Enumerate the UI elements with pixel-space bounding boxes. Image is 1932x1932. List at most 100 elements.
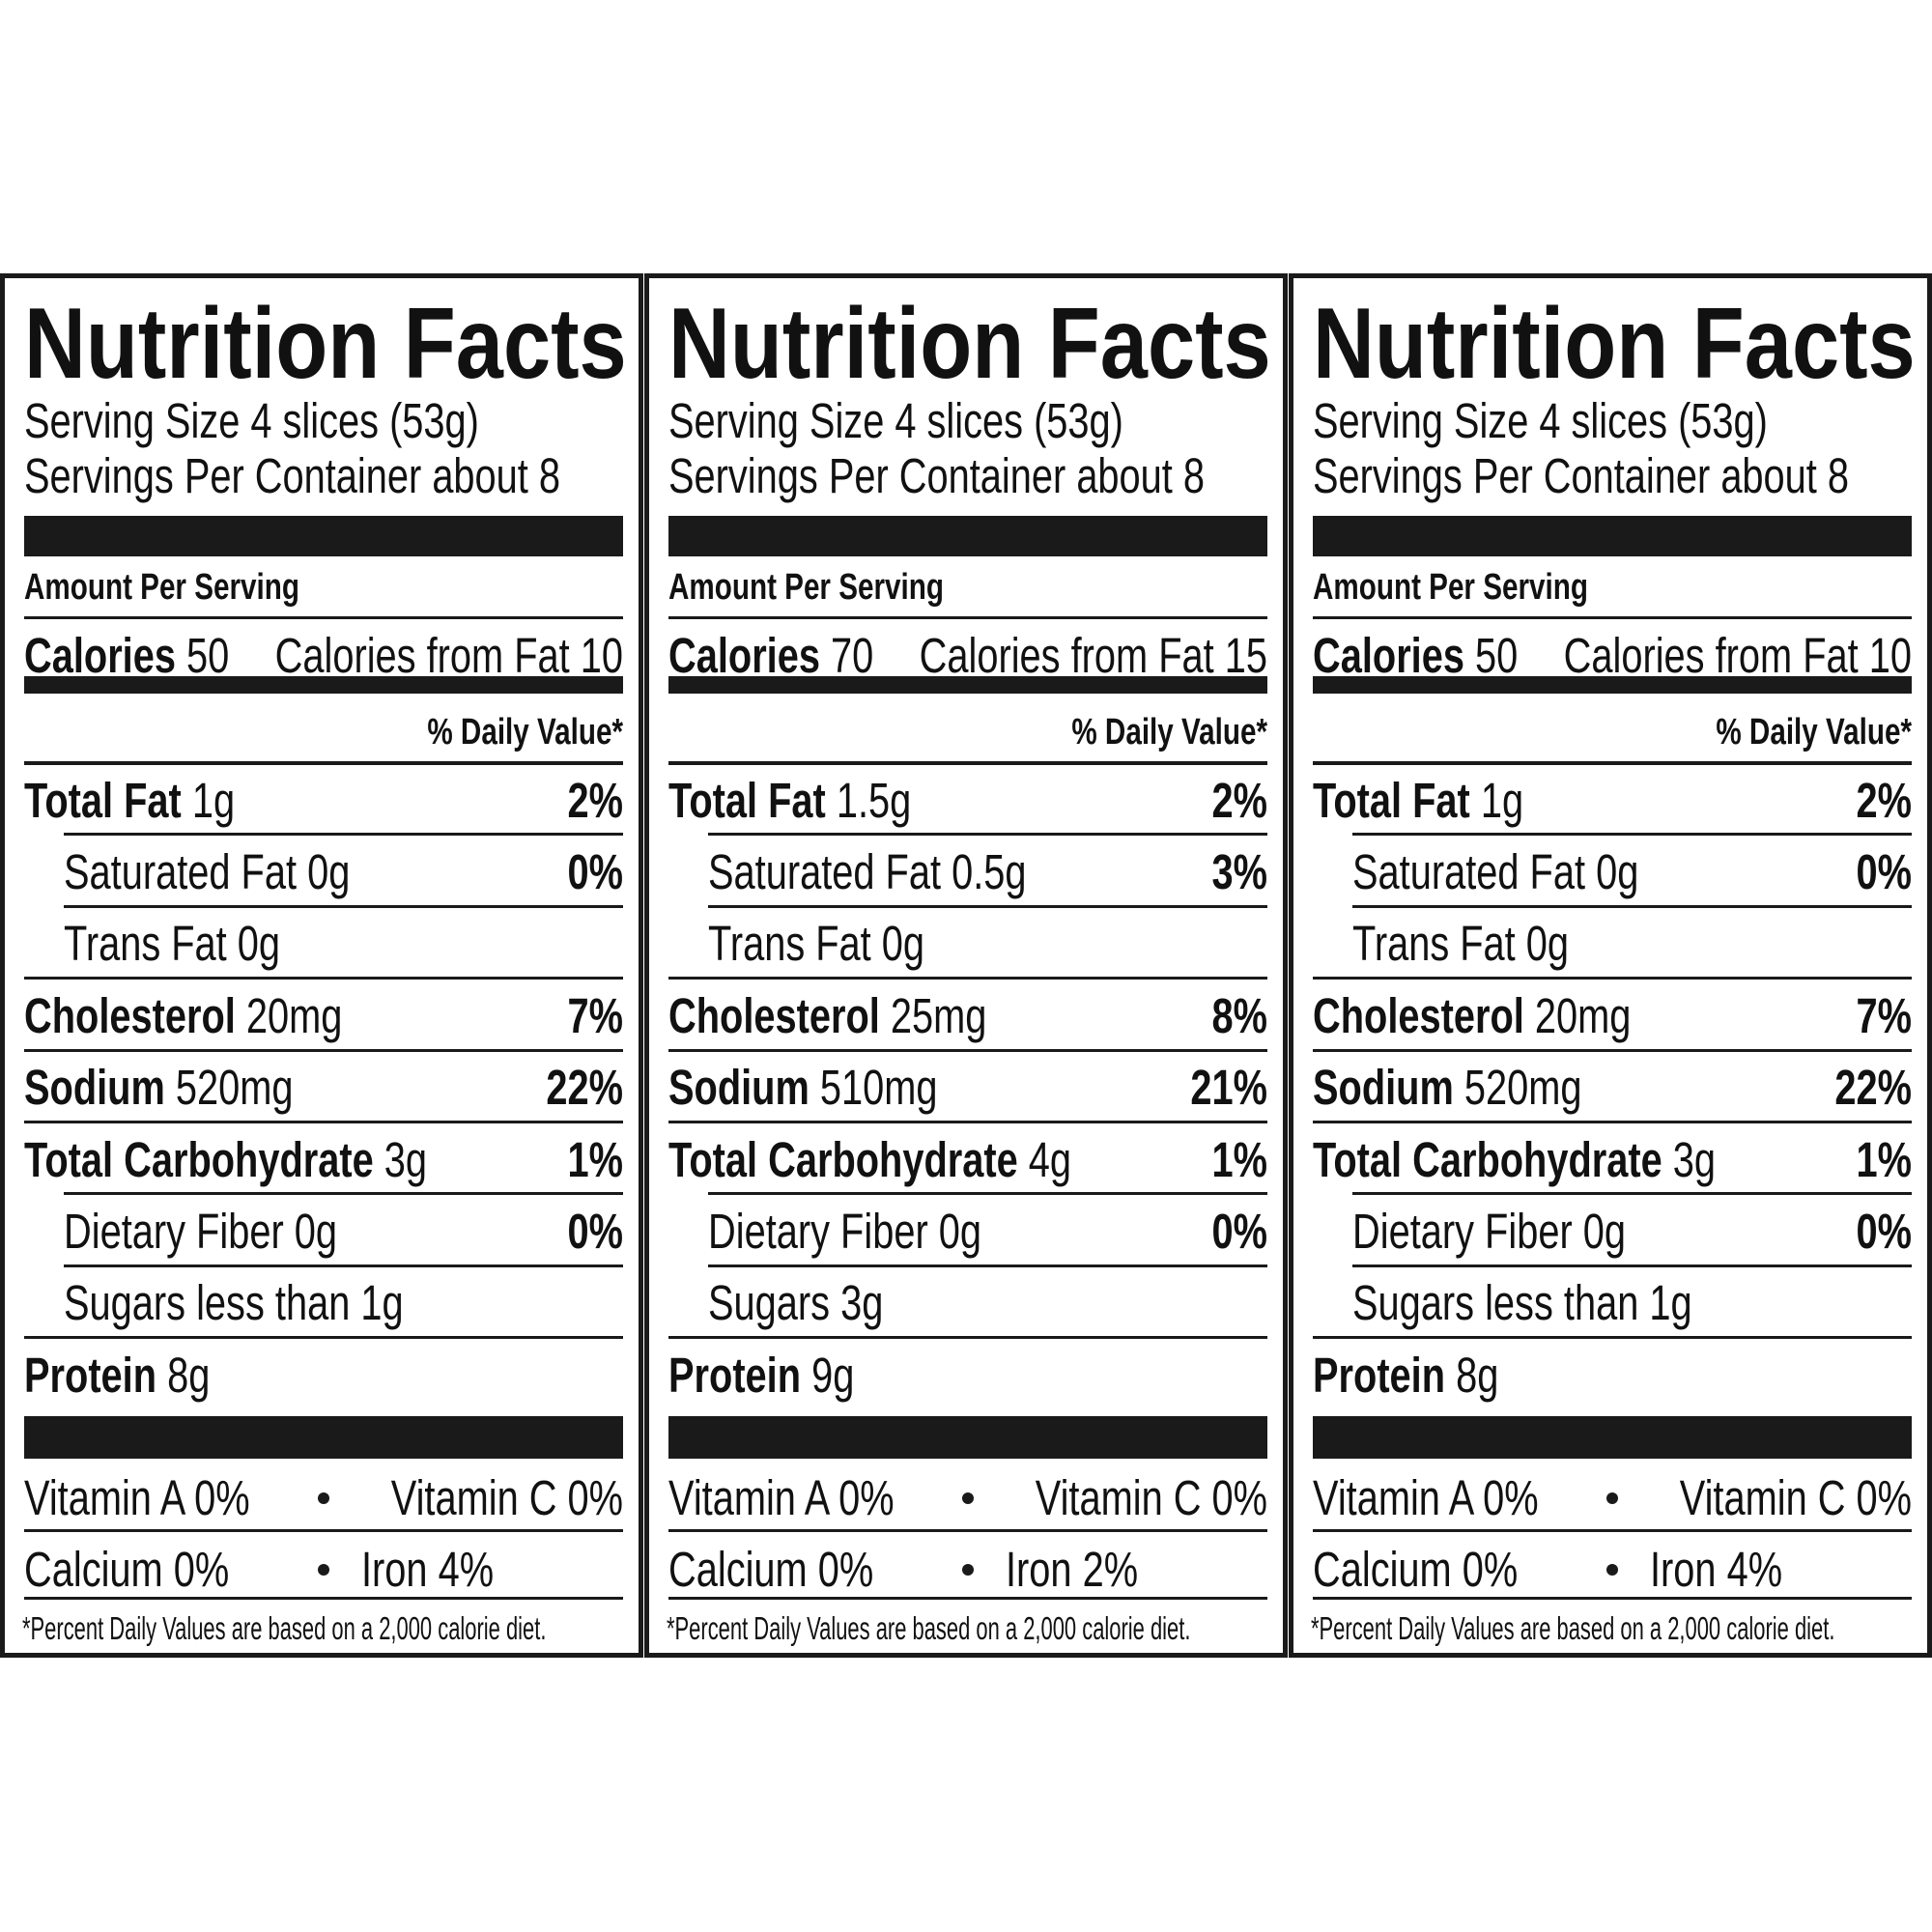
- nutrient-amount: 1g: [1480, 772, 1524, 828]
- nutrient-amount: 3g: [384, 1131, 428, 1187]
- nutrient-name: Dietary Fiber: [1352, 1203, 1573, 1259]
- bullet: [318, 1564, 329, 1576]
- daily-value: 1%: [567, 1131, 623, 1187]
- nutrient-row: Trans Fat 0g: [708, 915, 1267, 973]
- nutrient-row: Trans Fat 0g: [64, 915, 623, 973]
- calories-value: 70: [831, 627, 874, 683]
- serving-size: Serving Size 4 slices (53g): [24, 392, 479, 448]
- rule: [668, 516, 1267, 556]
- rule: [1313, 977, 1912, 980]
- rule: [708, 833, 1267, 837]
- daily-value: 7%: [1856, 987, 1912, 1043]
- nutrient-row: Cholesterol 25mg 8%: [668, 986, 1267, 1044]
- title-row: Nutrition Facts: [668, 288, 1271, 400]
- nutrient-name: Dietary Fiber: [64, 1203, 284, 1259]
- calories-from-fat: Calories from Fat 10: [1563, 627, 1912, 683]
- daily-value: 0%: [1211, 1203, 1267, 1259]
- nutrient: Sodium 520mg: [24, 1059, 294, 1116]
- nutrient: Sugars less than 1g: [64, 1274, 404, 1331]
- daily-value: 22%: [546, 1060, 623, 1116]
- calories-value: 50: [186, 627, 230, 683]
- nutrient-row: Cholesterol 20mg 7%: [24, 986, 623, 1044]
- nutrient-amount: 0g: [294, 1203, 337, 1259]
- nutrient: Sodium 520mg: [1313, 1059, 1582, 1116]
- calories-label: Calories: [1313, 627, 1464, 683]
- rule: [1313, 1336, 1912, 1340]
- rule: [1352, 1192, 1912, 1196]
- nutrient-name: Total Carbohydrate: [24, 1131, 374, 1187]
- nutrient: Cholesterol 20mg: [24, 987, 342, 1044]
- rule: [668, 1048, 1267, 1052]
- nutrient-amount: 20mg: [245, 987, 343, 1043]
- bullet: [318, 1492, 329, 1504]
- nutrient: Protein 8g: [1313, 1347, 1498, 1404]
- nutrient-name: Trans Fat: [64, 916, 227, 972]
- vitamin: Calcium 0%: [1313, 1542, 1519, 1597]
- vitamin: Vitamin A 0%: [668, 1470, 895, 1525]
- nutrient: Saturated Fat 0g: [64, 843, 350, 900]
- nutrient-amount: 8g: [167, 1347, 211, 1403]
- nutrient-amount: 0g: [1525, 916, 1570, 972]
- rule: [1313, 1597, 1912, 1600]
- daily-value: 2%: [1211, 772, 1267, 828]
- nutrition-panel: Nutrition Facts Serving Size 4 slices (53…: [1289, 273, 1932, 1658]
- rule: [64, 1264, 623, 1267]
- daily-value-row: % Daily Value*: [24, 711, 623, 753]
- rule: [24, 516, 623, 556]
- rule: [24, 761, 623, 765]
- nutrient: Cholesterol 25mg: [668, 987, 986, 1044]
- nutrient-amount: 3g: [840, 1275, 884, 1331]
- rule: [1313, 616, 1912, 619]
- rule: [668, 1416, 1267, 1459]
- nutrient: Trans Fat 0g: [1352, 915, 1569, 972]
- calories-row: Calories 50 Calories from Fat 10: [24, 627, 623, 683]
- nutrient: Sodium 510mg: [668, 1059, 938, 1116]
- daily-value-header: % Daily Value*: [427, 711, 623, 753]
- serving-size-row: Serving Size 4 slices (53g): [668, 393, 1267, 448]
- nutrient-amount: 20mg: [1534, 987, 1632, 1043]
- nutrient-amount: 0g: [938, 1203, 981, 1259]
- nutrient-amount: 520mg: [1463, 1060, 1582, 1116]
- amount-row: Amount Per Serving: [668, 566, 1267, 609]
- nutrient-row: Cholesterol 20mg 7%: [1313, 986, 1912, 1044]
- nutrient: Protein 8g: [24, 1347, 210, 1404]
- rule: [668, 616, 1267, 619]
- nutrient-name: Cholesterol: [24, 987, 236, 1043]
- nutrient: Dietary Fiber 0g: [708, 1203, 981, 1260]
- calories-value: 50: [1475, 627, 1519, 683]
- nutrient: Trans Fat 0g: [708, 915, 924, 972]
- vitamin: Calcium 0%: [668, 1542, 874, 1597]
- rule: [1313, 676, 1912, 694]
- rule: [668, 761, 1267, 765]
- rule: [708, 1264, 1267, 1267]
- vitamin: Vitamin A 0%: [24, 1470, 250, 1525]
- bullet: [962, 1564, 974, 1576]
- calories-from-fat: Calories from Fat 15: [919, 627, 1267, 683]
- nutrient-name: Total Carbohydrate: [668, 1131, 1018, 1187]
- rule: [24, 1121, 623, 1123]
- rule: [1352, 904, 1912, 908]
- rule: [1313, 1529, 1912, 1532]
- rule: [1313, 761, 1912, 765]
- amount-per-serving: Amount Per Serving: [24, 566, 299, 608]
- vitamin: Iron 2%: [1006, 1542, 1139, 1597]
- amount-per-serving: Amount Per Serving: [668, 566, 944, 608]
- nutrient-row: Sodium 520mg 22%: [24, 1059, 623, 1117]
- nutrient-row: Protein 8g: [24, 1346, 623, 1404]
- nutrient: Dietary Fiber 0g: [1352, 1203, 1626, 1260]
- daily-value: 2%: [567, 772, 623, 828]
- nutrient-name: Total Fat: [24, 772, 182, 828]
- rule: [24, 676, 623, 694]
- rule: [668, 1121, 1267, 1123]
- daily-value: 0%: [1856, 843, 1912, 899]
- rule: [708, 1192, 1267, 1196]
- amount-row: Amount Per Serving: [24, 566, 623, 609]
- title: Nutrition Facts: [1313, 287, 1916, 400]
- title-row: Nutrition Facts: [1313, 288, 1916, 400]
- nutrient-name: Protein: [668, 1347, 802, 1403]
- nutrient-row: Total Carbohydrate 3g 1%: [24, 1130, 623, 1188]
- nutrient: Saturated Fat 0g: [1352, 843, 1638, 900]
- daily-value-row: % Daily Value*: [668, 711, 1267, 753]
- nutrient-name: Cholesterol: [1313, 987, 1524, 1043]
- nutrient-name: Total Fat: [668, 772, 826, 828]
